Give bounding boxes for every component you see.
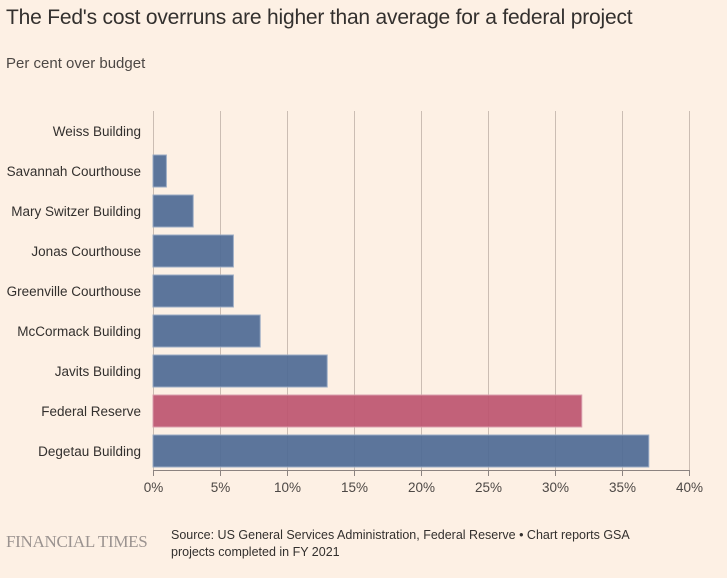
x-tick-label: 30% (542, 480, 569, 495)
category-label: Mary Switzer Building (11, 204, 141, 219)
category-label: Greenville Courthouse (7, 284, 141, 299)
x-tick-label: 35% (609, 480, 636, 495)
category-label: Degetau Building (38, 444, 141, 459)
x-tick-label: 0% (144, 480, 164, 495)
bar-federal-reserve (152, 394, 583, 428)
bar-savannah-courthouse (152, 154, 167, 188)
category-label: Javits Building (55, 364, 141, 379)
bar-javits-building (152, 354, 328, 388)
source-note: Source: US General Services Administrati… (171, 528, 630, 559)
bars (152, 154, 650, 468)
chart-title: The Fed's cost overruns are higher than … (6, 6, 633, 29)
x-tick-label: 15% (341, 480, 368, 495)
chart-subtitle: Per cent over budget (6, 55, 146, 72)
x-tick-label: 10% (274, 480, 301, 495)
bar-jonas-courthouse (152, 234, 234, 268)
category-label: McCormack Building (17, 324, 141, 339)
category-label: Savannah Courthouse (7, 164, 141, 179)
x-axis: 0% 5% 10% 15% 20% 25% 30% 35% 40% (144, 470, 703, 495)
bar-chart: Weiss Building Savannah Courthouse Mary Sw… (7, 111, 703, 495)
category-label: Jonas Courthouse (31, 244, 141, 259)
bar-degetau-building (152, 434, 650, 468)
category-label: Weiss Building (53, 124, 141, 139)
x-tick-label: 25% (475, 480, 502, 495)
category-labels: Weiss Building Savannah Courthouse Mary Sw… (7, 124, 141, 459)
x-tick-label: 5% (211, 480, 231, 495)
bar-greenville-courthouse (152, 274, 234, 308)
x-tick-label: 40% (676, 480, 703, 495)
category-label: Federal Reserve (41, 404, 141, 419)
x-tick-label: 20% (408, 480, 435, 495)
ft-logo: FINANCIAL TIMES (6, 532, 148, 551)
bar-mary-switzer-building (152, 194, 194, 228)
bar-mccormack-building (152, 314, 261, 348)
